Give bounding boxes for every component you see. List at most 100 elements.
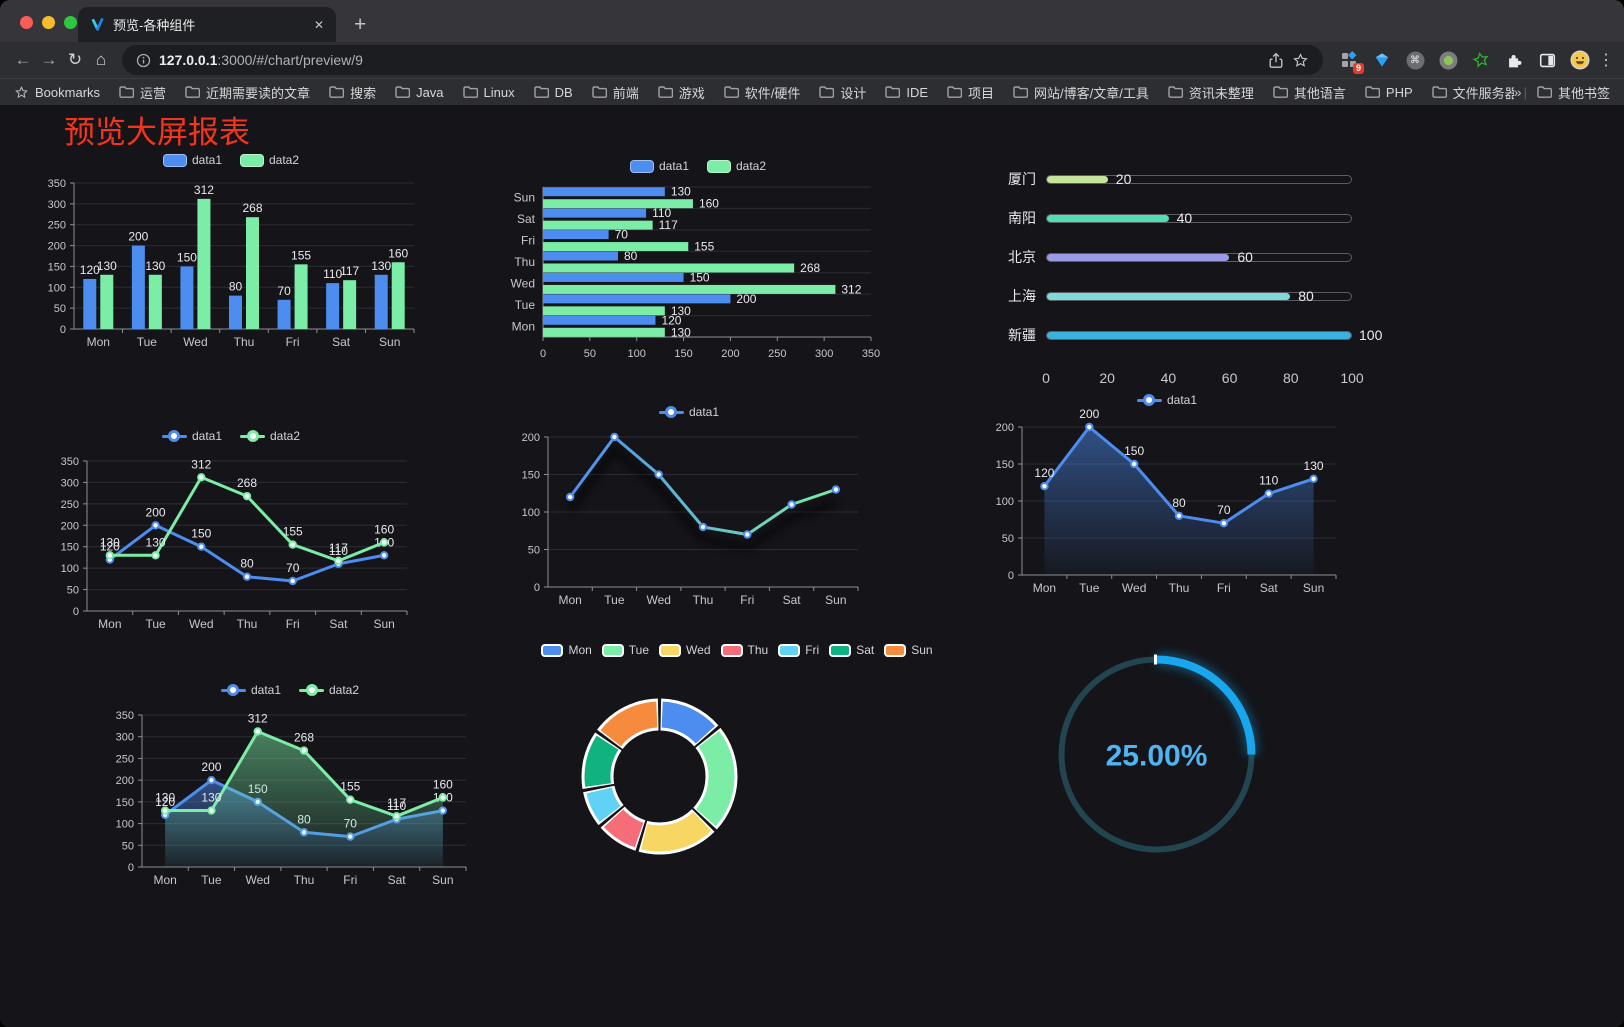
close-window-button[interactable] [20, 16, 33, 29]
svg-text:Sun: Sun [379, 335, 400, 349]
svg-text:130: 130 [671, 325, 691, 339]
bookmark-folder[interactable]: Java [395, 85, 444, 100]
reload-button[interactable]: ↻ [62, 47, 88, 73]
chart-canvas[interactable]: 0 50 100 150 200 Mon Tue Wed Thu Fri Sat Sun 120 200 1… [984, 407, 1350, 603]
bookmark-folder-label: PHP [1385, 84, 1413, 100]
tab-title: 预览-各种组件 [113, 18, 196, 33]
bookmark-folder[interactable]: PHP [1365, 85, 1413, 100]
browser-menu-icon[interactable]: ⋮ [1598, 52, 1614, 69]
progress-track: 40 [1046, 210, 1352, 226]
svg-text:300: 300 [815, 348, 833, 360]
progress-bars-chart[interactable]: 厦门 20 南阳 40 北京 60 上海 80 新疆 100 0 20 40 60 80 100 [1002, 161, 1382, 388]
chart-canvas[interactable]: 0 50 100 150 200 Mon Tue Wed Thu Fri Sat Sun [508, 425, 870, 615]
legend-item-data1[interactable]: data1 [658, 405, 719, 419]
bookmark-folder[interactable]: 近期需要读的文章 [185, 83, 310, 102]
legend-label: Wed [686, 643, 711, 657]
legend-item-data1[interactable]: data1 [1136, 393, 1197, 407]
extension-grid-icon[interactable]: 9 [1339, 50, 1364, 74]
bookmark-folder[interactable]: 游戏 [658, 83, 705, 102]
legend-item-data1[interactable]: data1 [162, 153, 222, 167]
gauge-chart[interactable]: 25.00% [1039, 637, 1274, 877]
legend-item-data2[interactable]: data2 [707, 159, 766, 173]
bookmark-folder[interactable]: 软件/硬件 [724, 83, 800, 102]
bookmark-folder[interactable]: 文件服务器 [1431, 83, 1514, 102]
grouped-bar-chart[interactable]: data1 data2 0 50 100 150 200 250 300 350 Mon Tue Wed… [40, 149, 422, 360]
bookmark-star-icon[interactable] [1292, 52, 1309, 69]
svg-text:Mon: Mon [98, 617, 121, 631]
two-series-line-chart[interactable]: data1 data2 0 50 100 150 200 250 300 350 Mon Tue Wed… [45, 425, 417, 644]
svg-text:110: 110 [323, 267, 342, 281]
svg-text:130: 130 [145, 259, 165, 273]
legend-item-data2[interactable]: data2 [240, 429, 300, 443]
bookmark-folder[interactable]: IDE [885, 85, 928, 100]
legend-item-Wed[interactable]: Wed [659, 643, 711, 657]
extension-gem-icon[interactable] [1372, 50, 1392, 70]
home-button[interactable]: ⌂ [88, 47, 114, 73]
extension-star-icon[interactable] [1471, 50, 1491, 70]
bookmarks-root[interactable]: Bookmarks [14, 85, 100, 100]
legend-item-data1[interactable]: data1 [629, 159, 689, 173]
bookmarks-bar: Bookmarks 运营 近期需要读的文章 搜索 Java Linux DB 前端 游戏 软件/… [0, 78, 1624, 105]
chart-legend: data1 [508, 401, 870, 423]
svg-text:130: 130 [371, 259, 391, 273]
back-button[interactable]: ← [10, 47, 36, 73]
svg-text:130: 130 [100, 535, 120, 549]
chart-canvas[interactable]: 25.00% [1039, 637, 1274, 872]
site-info-icon[interactable] [136, 53, 151, 68]
fullscreen-window-button[interactable] [64, 16, 77, 29]
profile-avatar[interactable] [1570, 50, 1590, 70]
legend-item-data1[interactable]: data1 [220, 683, 281, 697]
share-icon[interactable] [1268, 52, 1284, 69]
chart-canvas[interactable] [552, 663, 767, 878]
bookmark-folder[interactable]: 搜索 [329, 83, 376, 102]
horizontal-bar-chart[interactable]: data1 data2 0 50 100 150 200 250 300 350 Sun 130 160… [500, 155, 896, 368]
svg-text:Wed: Wed [1122, 581, 1146, 595]
extension-record-icon[interactable] [1438, 50, 1458, 70]
bookmark-folder[interactable]: DB [533, 85, 573, 100]
bookmark-folder[interactable]: 网站/博客/文章/工具 [1013, 83, 1149, 102]
extension-badge: 9 [1352, 63, 1364, 74]
bookmarks-overflow-button[interactable]: » [1513, 84, 1522, 100]
legend-item-Thu[interactable]: Thu [720, 643, 768, 657]
chart-canvas[interactable]: 0 50 100 150 200 250 300 350 Mon Tue Wed Thu Fri Sat S… [45, 449, 417, 639]
legend-item-data2[interactable]: data2 [299, 683, 359, 697]
legend-label: data1 [191, 153, 222, 167]
bookmark-folder[interactable]: 其他语言 [1273, 83, 1346, 102]
new-tab-button[interactable]: + [354, 13, 367, 36]
bookmark-folder[interactable]: Linux [462, 85, 515, 100]
address-bar[interactable]: 127.0.0.1:3000/#/chart/preview/9 [122, 45, 1323, 75]
close-tab-icon[interactable]: ✕ [313, 17, 324, 32]
bookmark-folder[interactable]: 前端 [591, 83, 639, 102]
bookmark-folder[interactable]: 运营 [119, 83, 166, 102]
bookmark-folder[interactable]: 项目 [947, 83, 994, 102]
legend-item-Sun[interactable]: Sun [884, 643, 933, 657]
folder-icon [1431, 86, 1447, 98]
bookmark-folder[interactable]: 资讯未整理 [1168, 83, 1254, 102]
area-line-chart[interactable]: data1 0 50 100 150 200 Mon Tue Wed Thu Fri Sat Sun 12… [984, 389, 1350, 608]
progress-fill [1047, 253, 1230, 261]
legend-item-Mon[interactable]: Mon [541, 643, 592, 657]
gradient-line-chart[interactable]: data1 0 50 100 150 200 Mon Tue Wed Thu Fri Sat Sun [508, 401, 870, 620]
forward-button[interactable]: → [36, 47, 62, 73]
legend-item-data2[interactable]: data2 [240, 153, 299, 167]
chart-canvas[interactable]: 0 50 100 150 200 250 300 350 Mon Tue Wed Thu Fri Sat S… [102, 703, 478, 895]
chart-legend: Mon Tue Wed Thu Fri Sat Sun [541, 639, 933, 661]
minimize-window-button[interactable] [42, 16, 55, 29]
chart-canvas[interactable]: 0 50 100 150 200 250 300 350 Mon Tue Wed Thu Fri Sat S… [40, 173, 422, 355]
progress-label: 厦门 [1008, 171, 1036, 187]
browser-tab[interactable]: 预览-各种组件 ✕ [78, 7, 336, 42]
extension-command-icon[interactable]: ⌘ [1405, 50, 1425, 70]
side-panel-icon[interactable] [1537, 50, 1557, 70]
legend-item-Tue[interactable]: Tue [601, 643, 649, 657]
extensions-puzzle-icon[interactable] [1504, 50, 1524, 70]
donut-chart[interactable]: Mon Tue Wed Thu Fri Sat Sun [541, 639, 933, 883]
two-series-area-chart[interactable]: data1 data2 0 50 100 150 200 250 300 350 Mon Tue Wed… [102, 679, 478, 900]
bookmark-folder[interactable]: 设计 [819, 83, 866, 102]
legend-item-Fri[interactable]: Fri [778, 643, 819, 657]
legend-item-Sat[interactable]: Sat [829, 643, 874, 657]
url-path: :3000/#/chart/preview/9 [217, 52, 363, 68]
legend-item-data1[interactable]: data1 [161, 429, 222, 443]
svg-text:268: 268 [242, 201, 262, 215]
other-bookmarks-folder[interactable]: 其他书签 [1537, 83, 1610, 102]
